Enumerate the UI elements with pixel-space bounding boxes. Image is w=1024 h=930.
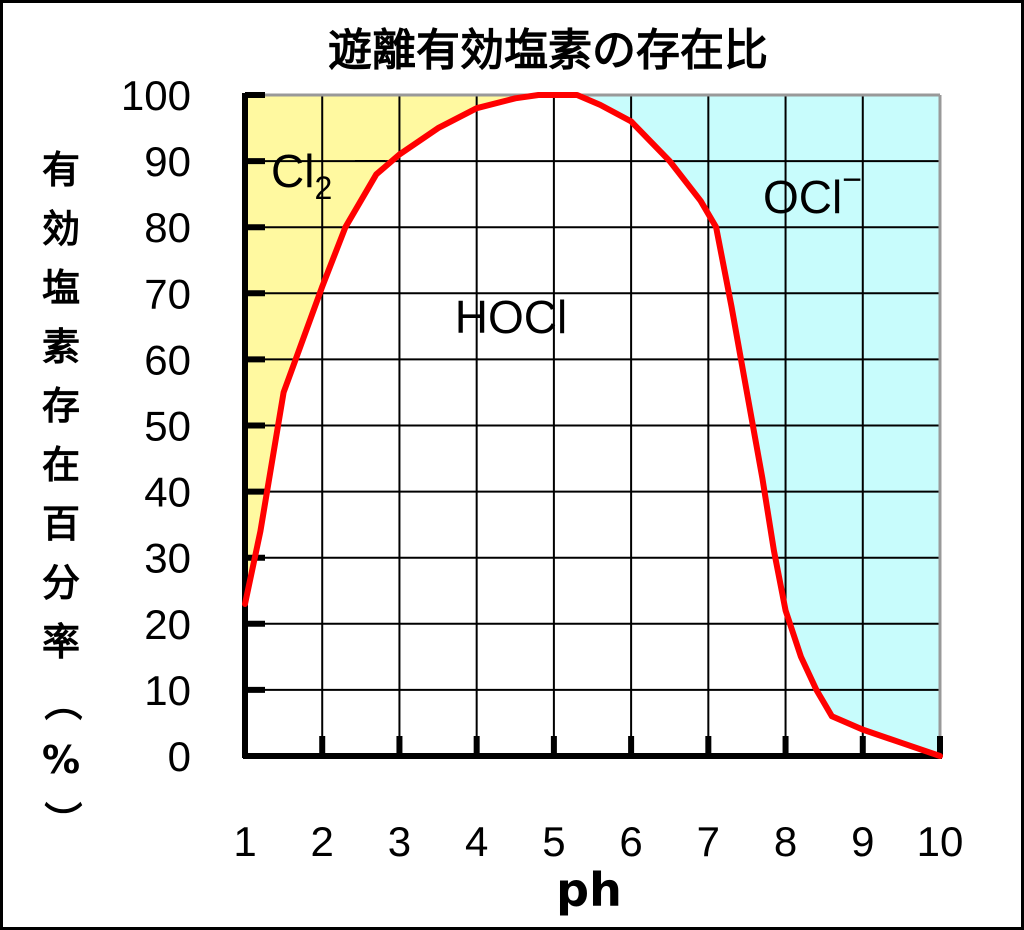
x-tick-label: 7 [697, 818, 720, 865]
x-tick-label: 1 [233, 818, 256, 865]
region-label-cl2: Cl2 [271, 145, 332, 206]
region-labels-layer: Cl2 HOCl OCl− [271, 145, 862, 343]
x-tick-label: 3 [388, 818, 411, 865]
y-axis-label-char: 塩 [42, 266, 80, 310]
region-label-ocl-superscript: − [842, 161, 862, 199]
y-tick-label: 20 [144, 601, 191, 648]
y-axis-label-char: 存 [42, 384, 80, 428]
series-line-hocl [242, 92, 943, 759]
y-axis-label-char: 率 [42, 620, 80, 664]
region-label-cl2-text: Cl [271, 145, 314, 197]
y-axis-label-char: （ [40, 683, 84, 721]
x-tick-label: 9 [851, 818, 874, 865]
y-tick-label: 60 [144, 336, 191, 383]
x-tick-label: 8 [774, 818, 797, 865]
x-tick-labels: 1 2 3 4 5 6 7 8 9 10 [233, 818, 963, 865]
y-axis-label-char: 在 [42, 443, 80, 487]
region-label-hocl: HOCl [455, 291, 567, 343]
y-tick-label: 70 [144, 270, 191, 317]
y-tick-labels: 0 10 20 30 40 50 60 70 80 90 100 [121, 72, 191, 780]
axis-layer [242, 92, 943, 759]
y-tick-label: 50 [144, 403, 191, 450]
y-tick-label: 90 [144, 138, 191, 185]
x-tick-label: 5 [542, 818, 565, 865]
y-axis-label-char: 百 [42, 502, 80, 546]
y-axis-label-char: 効 [42, 207, 80, 251]
y-tick-label: 10 [144, 667, 191, 714]
x-axis-label: ph [556, 863, 622, 917]
grid-layer [245, 93, 942, 756]
x-tick-label: 10 [917, 818, 964, 865]
y-tick-label: 100 [121, 72, 191, 119]
y-axis-label-char: 有 [42, 148, 80, 192]
y-axis-label-char: % [42, 738, 80, 782]
x-tick-label: 2 [311, 818, 334, 865]
region-cl2-area [245, 95, 539, 604]
y-tick-label: 30 [144, 535, 191, 582]
y-tick-label: 80 [144, 204, 191, 251]
y-axis-label-char: 素 [42, 325, 80, 369]
x-tick-label: 4 [465, 818, 488, 865]
region-label-ocl: OCl− [763, 161, 862, 223]
chart-title: 遊離有効塩素の存在比 [328, 25, 768, 76]
y-tick-label: 40 [144, 469, 191, 516]
region-label-ocl-text: OCl [763, 171, 842, 223]
y-axis-label-char: 分 [42, 561, 80, 605]
series-layer [242, 92, 943, 759]
x-tick-label: 6 [619, 818, 642, 865]
region-label-cl2-subscript: 2 [314, 170, 332, 206]
region-ocl-area [538, 95, 940, 756]
y-tick-label: 0 [168, 733, 191, 780]
y-axis-label-char: ） [40, 801, 84, 839]
